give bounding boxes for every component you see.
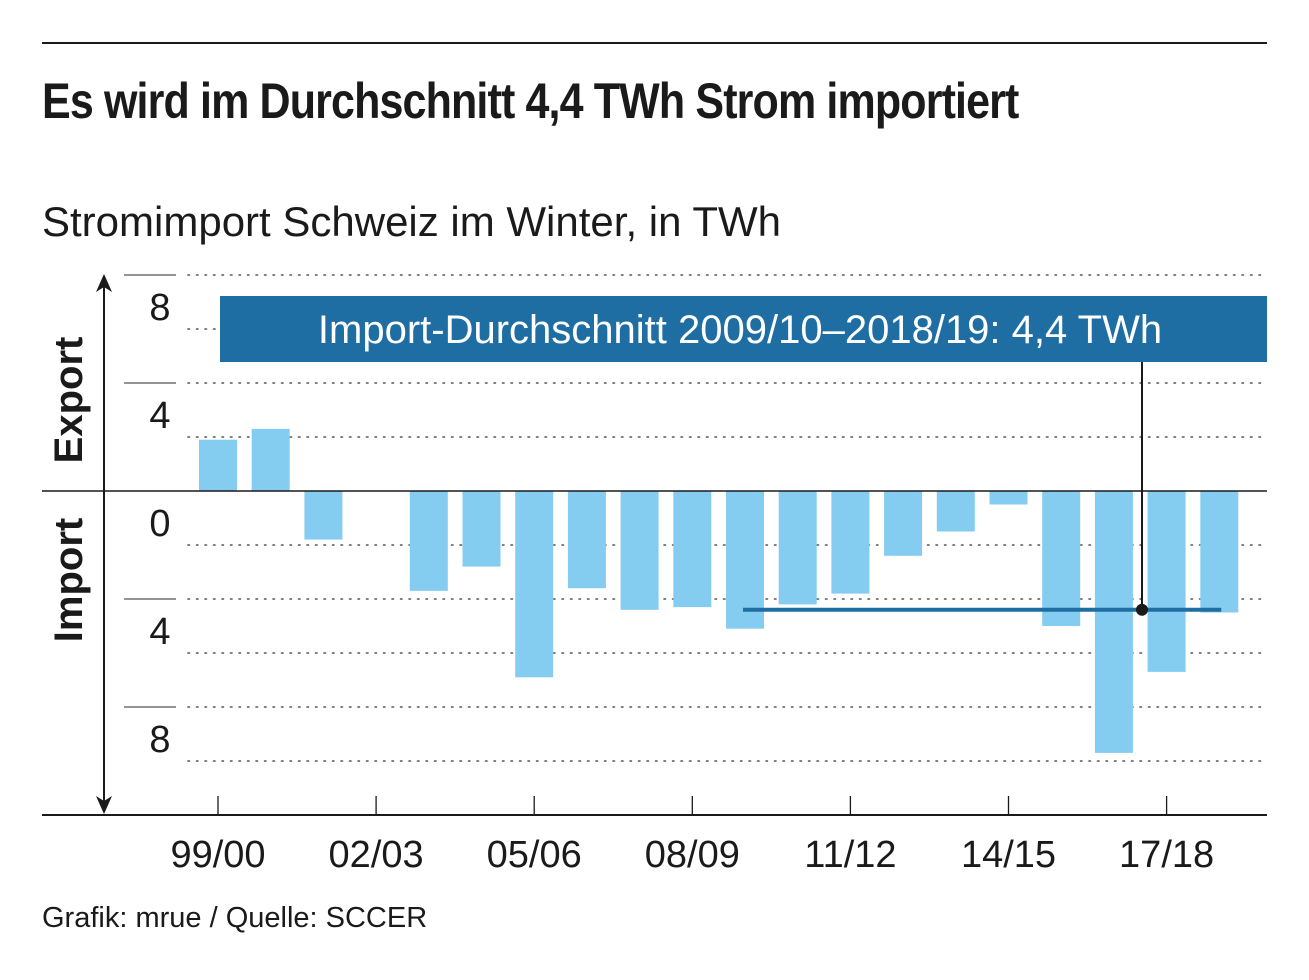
- bars-layer: [199, 428, 1239, 753]
- y-tick-label: 8: [149, 719, 170, 761]
- chart-title: Es wird im Durchschnitt 4,4 TWh Strom im…: [42, 73, 1019, 129]
- y-tick-label: 4: [149, 611, 170, 653]
- chart-subtitle: Stromimport Schweiz im Winter, in TWh: [42, 198, 782, 245]
- x-tick-label: 08/09: [645, 834, 740, 876]
- x-tick-label: 14/15: [961, 834, 1056, 876]
- bar-11/12: [831, 491, 870, 594]
- x-tick-label: 02/03: [329, 834, 424, 876]
- arrow-up-icon: [96, 274, 112, 292]
- bar-17/18: [1147, 491, 1186, 672]
- y-tick-label: 4: [149, 395, 170, 437]
- bar-00/01: [251, 428, 290, 491]
- callout-label: Import-Durchschnitt 2009/10–2018/19: 4,4…: [318, 308, 1162, 352]
- callout-box: [220, 296, 1267, 362]
- bar-12/13: [884, 491, 923, 556]
- y-tick-label: 8: [149, 287, 170, 329]
- bar-13/14: [936, 491, 975, 532]
- bar-16/17: [1094, 491, 1133, 753]
- bar-03/04: [409, 491, 448, 591]
- bar-06/07: [567, 491, 606, 589]
- bar-04/05: [462, 491, 501, 567]
- x-tick-label: 05/06: [487, 834, 582, 876]
- axis-layer: 8 4 0 4 8 99/00 02/03 05/06 08/09 11/12 14/15 17/18…: [42, 274, 1267, 876]
- bar-14/15: [989, 491, 1028, 505]
- bar-09/10: [726, 491, 764, 629]
- y-tick-label: 0: [149, 503, 170, 545]
- bar-07/08: [620, 491, 659, 610]
- average-layer: Import-Durchschnitt 2009/10–2018/19: 4,4…: [220, 296, 1267, 616]
- top-rule: [42, 42, 1267, 44]
- bar-18/19: [1200, 491, 1239, 613]
- bar-10/11: [778, 491, 817, 605]
- x-tick-label: 11/12: [804, 834, 896, 876]
- x-tick-label: 17/18: [1119, 834, 1214, 876]
- import-label: Import: [47, 518, 91, 642]
- arrow-down-icon: [96, 796, 112, 814]
- bar-15/16: [1042, 491, 1081, 626]
- bar-99/00: [199, 439, 237, 491]
- bar-08/09: [673, 491, 712, 608]
- source-credit: Grafik: mrue / Quelle: SCCER: [42, 902, 428, 934]
- export-label: Export: [47, 337, 91, 464]
- bar-05/06: [515, 491, 554, 678]
- x-tick-label: 99/00: [170, 834, 265, 876]
- callout-dot: [1136, 603, 1148, 616]
- bar-01/02: [304, 491, 343, 540]
